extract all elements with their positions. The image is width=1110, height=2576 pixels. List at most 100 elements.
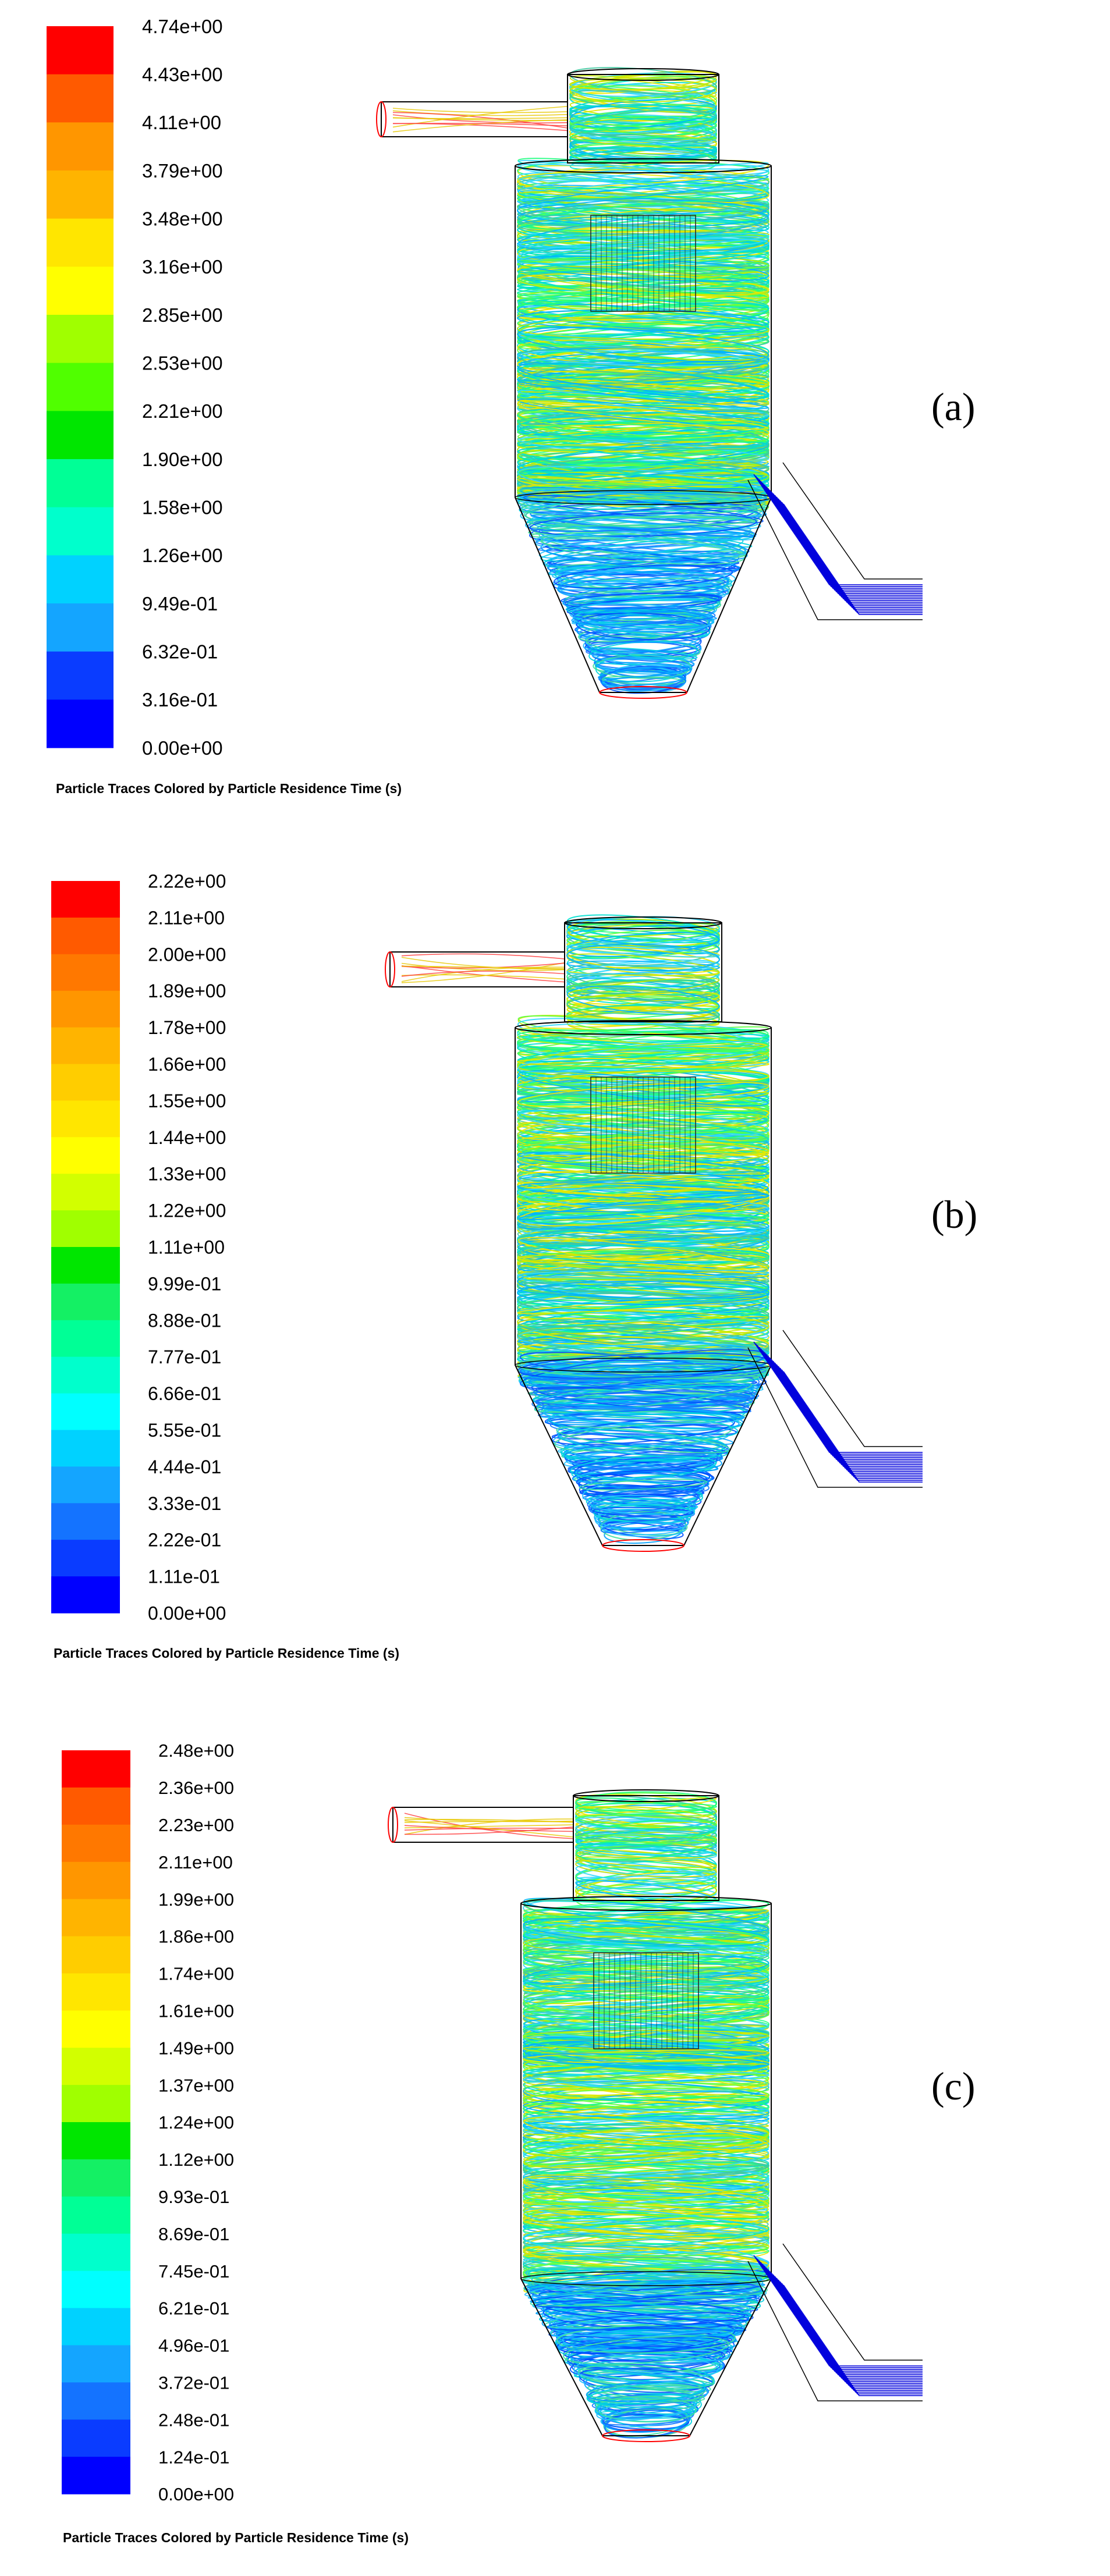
legend-colorbar: 4.74e+00 4.43e+00 4.11e+00 3.79e+00 3.48e+00… (47, 16, 223, 759)
legend-tick-label: 2.23e+00 (158, 1815, 234, 1835)
panel-b: 2.22e+00 2.11e+00 2.00e+00 1.89e+00 1.78e+00… (0, 836, 1110, 1703)
legend-band (62, 1750, 130, 1788)
plot-caption: Particle Traces Colored by Particle Resi… (56, 781, 402, 796)
legend-band (51, 1430, 120, 1467)
legend-band (47, 26, 114, 75)
legend-tick-label: 2.53e+00 (142, 353, 223, 374)
plot-caption: Particle Traces Colored by Particle Resi… (54, 1646, 400, 1661)
vortex-finder (590, 1076, 696, 1174)
cyclone-trace-plot (385, 914, 923, 1552)
cyclone-outline (515, 68, 772, 699)
outlet-duct (747, 1330, 923, 1488)
legend-tick-label: 1.55e+00 (148, 1090, 226, 1111)
legend-tick-label: 8.69e-01 (158, 2224, 229, 2244)
legend-tick-label: 2.48e+00 (158, 1740, 234, 1761)
legend-tick-label: 6.32e-01 (142, 641, 218, 663)
legend-tick-label: 1.78e+00 (148, 1017, 226, 1038)
legend-colorbar: 2.22e+00 2.11e+00 2.00e+00 1.89e+00 1.78e+00… (51, 871, 226, 1624)
legend-band (51, 1503, 120, 1540)
legend-tick-label: 7.45e-01 (158, 2261, 229, 2282)
legend-band (51, 1356, 120, 1394)
legend-tick-label: 4.44e-01 (148, 1456, 221, 1477)
legend-tick-label: 1.44e+00 (148, 1127, 226, 1148)
legend-tick-label: 3.16e-01 (142, 689, 218, 710)
panel-label: (b) (931, 1192, 978, 1237)
legend-band (47, 122, 114, 171)
legend-tick-label: 2.48e-01 (158, 2410, 229, 2430)
legend-tick-label: 4.11e+00 (142, 112, 221, 133)
legend-band (62, 2010, 130, 2048)
legend-tick-label: 1.37e+00 (158, 2075, 234, 2095)
legend-band (51, 1320, 120, 1358)
legend-tick-label: 1.90e+00 (142, 449, 223, 470)
legend-band (62, 2048, 130, 2085)
legend-tick-label: 1.89e+00 (148, 980, 226, 1001)
legend-band (47, 555, 114, 604)
legend-band (47, 651, 114, 700)
plot-caption: Particle Traces Colored by Particle Resi… (63, 2530, 409, 2545)
cyclone-trace-plot (388, 1789, 923, 2442)
legend-band (51, 1393, 120, 1431)
legend-band (51, 954, 120, 992)
panel-label: (c) (931, 2064, 976, 2108)
legend-band (47, 603, 114, 652)
legend-tick-label: 6.21e-01 (158, 2298, 229, 2319)
legend-band (62, 2382, 130, 2420)
legend-band (51, 990, 120, 1028)
legend-tick-label: 1.66e+00 (148, 1054, 226, 1075)
legend-tick-label: 1.58e+00 (142, 497, 223, 518)
legend-band (62, 2271, 130, 2309)
legend-band (51, 1064, 120, 1101)
legend-tick-label: 2.22e+00 (148, 871, 226, 892)
legend-band (62, 2345, 130, 2383)
legend-tick-label: 1.99e+00 (158, 1889, 234, 1910)
legend-band (62, 2085, 130, 2123)
legend-tick-label: 4.96e-01 (158, 2336, 229, 2356)
legend-band (62, 2122, 130, 2160)
legend-tick-label: 1.26e+00 (142, 545, 223, 566)
legend-tick-label: 9.93e-01 (158, 2187, 229, 2207)
legend-band (47, 411, 114, 460)
legend-band (51, 881, 120, 918)
legend-band (47, 267, 114, 315)
legend-band (47, 170, 114, 219)
legend-tick-label: 1.24e+00 (158, 2112, 234, 2133)
legend-band (51, 1283, 120, 1321)
legend-band (62, 2159, 130, 2197)
legend-band (51, 1027, 120, 1065)
legend-tick-label: 3.16e+00 (142, 256, 223, 278)
particle-traces (517, 67, 769, 694)
outlet-duct (747, 462, 923, 620)
legend-band (47, 74, 114, 123)
legend-tick-label: 0.00e+00 (158, 2484, 234, 2504)
legend-tick-label: 2.00e+00 (148, 944, 226, 965)
particle-traces (523, 1791, 769, 2439)
legend-band (47, 218, 114, 267)
legend-tick-label: 1.22e+00 (148, 1200, 226, 1221)
legend-tick-label: 1.12e+00 (158, 2149, 234, 2170)
legend-band (51, 1466, 120, 1504)
particle-traces (517, 914, 769, 1544)
legend-tick-label: 3.72e-01 (158, 2372, 229, 2393)
legend-tick-label: 4.74e+00 (142, 16, 223, 37)
inlet-duct (385, 951, 565, 987)
legend-tick-label: 3.79e+00 (142, 160, 223, 182)
legend-tick-label: 9.99e-01 (148, 1273, 221, 1294)
legend-band (51, 1174, 120, 1211)
panel-c: 2.48e+00 2.36e+00 2.23e+00 2.11e+00 1.99e+00… (0, 1703, 1110, 2576)
legend-tick-label: 1.24e-01 (158, 2447, 229, 2467)
legend-tick-label: 5.55e-01 (148, 1420, 221, 1441)
legend-tick-label: 3.33e-01 (148, 1493, 221, 1514)
vortex-finder (593, 1952, 699, 2049)
legend-band (47, 363, 114, 411)
legend-band (62, 1824, 130, 1863)
legend-tick-label: 9.49e-01 (142, 593, 218, 614)
legend-band (47, 459, 114, 508)
legend-tick-label: 2.21e+00 (142, 400, 223, 422)
legend-tick-label: 1.86e+00 (158, 1927, 234, 1947)
legend-band (62, 2419, 130, 2457)
panel-label: (a) (931, 385, 976, 429)
legend-band (62, 1936, 130, 1974)
legend-band (51, 1100, 120, 1138)
legend-band (47, 507, 114, 556)
